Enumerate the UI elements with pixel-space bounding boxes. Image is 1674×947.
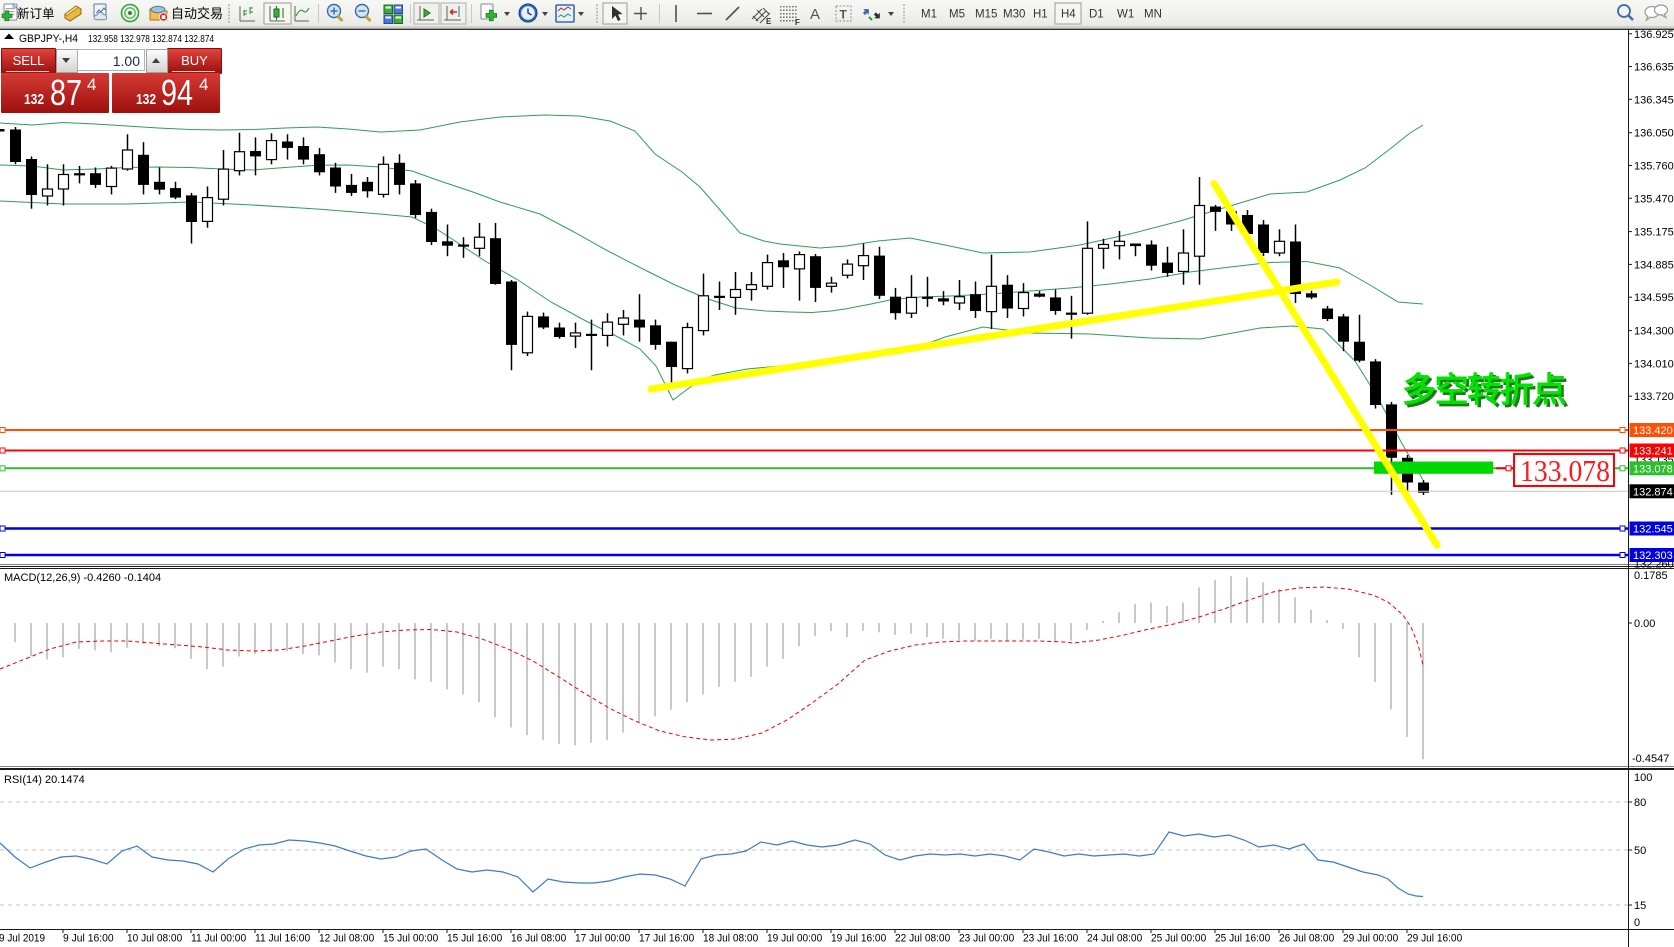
svg-text:F: F (795, 18, 800, 27)
svg-text:M1: M1 (921, 9, 937, 21)
svg-text:136.635: 136.635 (1634, 62, 1674, 74)
svg-text:132.545: 132.545 (1633, 524, 1673, 536)
svg-text:132.303: 132.303 (1633, 550, 1673, 562)
svg-text:19 Jul 00:00: 19 Jul 00:00 (767, 933, 822, 945)
svg-text:16 Jul 08:00: 16 Jul 08:00 (511, 933, 566, 945)
svg-text:134.885: 134.885 (1634, 259, 1674, 271)
svg-text:23 Jul 00:00: 23 Jul 00:00 (959, 933, 1014, 945)
svg-text:15: 15 (1634, 900, 1646, 912)
svg-text:D1: D1 (1089, 9, 1104, 21)
svg-text:11 Jul 16:00: 11 Jul 16:00 (255, 933, 310, 945)
svg-text:23 Jul 16:00: 23 Jul 16:00 (1023, 933, 1078, 945)
svg-text:MN: MN (1144, 9, 1162, 21)
svg-text:29 Jul 00:00: 29 Jul 00:00 (1343, 933, 1398, 945)
svg-text:10 Jul 08:00: 10 Jul 08:00 (127, 933, 182, 945)
svg-text:132.874: 132.874 (1633, 486, 1673, 498)
svg-text:133.420: 133.420 (1633, 425, 1673, 437)
svg-text:18 Jul 08:00: 18 Jul 08:00 (703, 933, 758, 945)
svg-text:133.078: 133.078 (1633, 463, 1673, 475)
svg-text:0.1785: 0.1785 (1634, 570, 1668, 582)
svg-text:24 Jul 08:00: 24 Jul 08:00 (1087, 933, 1142, 945)
svg-text:133.241: 133.241 (1633, 446, 1673, 458)
svg-text:22 Jul 08:00: 22 Jul 08:00 (895, 933, 950, 945)
svg-text:H1: H1 (1033, 9, 1048, 21)
svg-text:134.300: 134.300 (1634, 326, 1674, 338)
svg-text:133.078: 133.078 (1520, 453, 1610, 488)
svg-text:RSI(14) 20.1474: RSI(14) 20.1474 (4, 774, 85, 786)
svg-text:M15: M15 (975, 9, 997, 21)
svg-text:0.00: 0.00 (1634, 618, 1655, 630)
svg-text:15 Jul 16:00: 15 Jul 16:00 (447, 933, 502, 945)
svg-text:133.720: 133.720 (1634, 391, 1674, 403)
svg-text:GBPJPY-,H4: GBPJPY-,H4 (19, 33, 78, 45)
svg-text:多空转折点: 多空转折点 (1405, 374, 1569, 412)
svg-text:0: 0 (1634, 917, 1640, 929)
svg-text:自动交易: 自动交易 (171, 6, 223, 21)
svg-text:134.010: 134.010 (1634, 358, 1674, 370)
svg-text:80: 80 (1634, 797, 1646, 809)
svg-text:50: 50 (1634, 845, 1646, 857)
svg-text:T: T (840, 8, 848, 22)
svg-text:26 Jul 08:00: 26 Jul 08:00 (1279, 933, 1334, 945)
svg-text:新订单: 新订单 (17, 6, 55, 21)
svg-text:H4: H4 (1061, 9, 1076, 21)
svg-text:132.958 132.978 132.874 132.87: 132.958 132.978 132.874 132.874 (88, 33, 214, 45)
svg-text:135.470: 135.470 (1634, 193, 1674, 205)
svg-text:25 Jul 16:00: 25 Jul 16:00 (1215, 933, 1270, 945)
svg-text:136.345: 136.345 (1634, 94, 1674, 106)
svg-text:135.175: 135.175 (1634, 227, 1674, 239)
svg-text:17 Jul 00:00: 17 Jul 00:00 (575, 933, 630, 945)
svg-text:12 Jul 08:00: 12 Jul 08:00 (319, 933, 374, 945)
svg-text:9 Jul 16:00: 9 Jul 16:00 (63, 933, 114, 945)
svg-text:136.050: 136.050 (1634, 128, 1674, 140)
svg-text:136.925: 136.925 (1634, 29, 1674, 41)
svg-text:9 Jul 2019: 9 Jul 2019 (0, 933, 45, 945)
svg-text:135.760: 135.760 (1634, 161, 1674, 173)
svg-text:11 Jul 00:00: 11 Jul 00:00 (191, 933, 246, 945)
svg-text:MACD(12,26,9) -0.4260 -0.1404: MACD(12,26,9) -0.4260 -0.1404 (4, 572, 161, 584)
svg-text:134.595: 134.595 (1634, 292, 1674, 304)
svg-text:A: A (810, 6, 820, 23)
svg-text:W1: W1 (1117, 9, 1134, 21)
svg-text:E: E (766, 17, 772, 26)
svg-text:25 Jul 00:00: 25 Jul 00:00 (1151, 933, 1206, 945)
svg-text:M5: M5 (949, 9, 965, 21)
svg-text:多空转折点: 多空转折点 (1402, 372, 1566, 410)
svg-text:M30: M30 (1003, 9, 1025, 21)
svg-text:100: 100 (1634, 772, 1652, 784)
svg-text:15 Jul 00:00: 15 Jul 00:00 (383, 933, 438, 945)
svg-text:19 Jul 16:00: 19 Jul 16:00 (831, 933, 886, 945)
svg-text:-0.4547: -0.4547 (1632, 753, 1669, 765)
svg-text:29 Jul 16:00: 29 Jul 16:00 (1407, 933, 1462, 945)
svg-text:17 Jul 16:00: 17 Jul 16:00 (639, 933, 694, 945)
